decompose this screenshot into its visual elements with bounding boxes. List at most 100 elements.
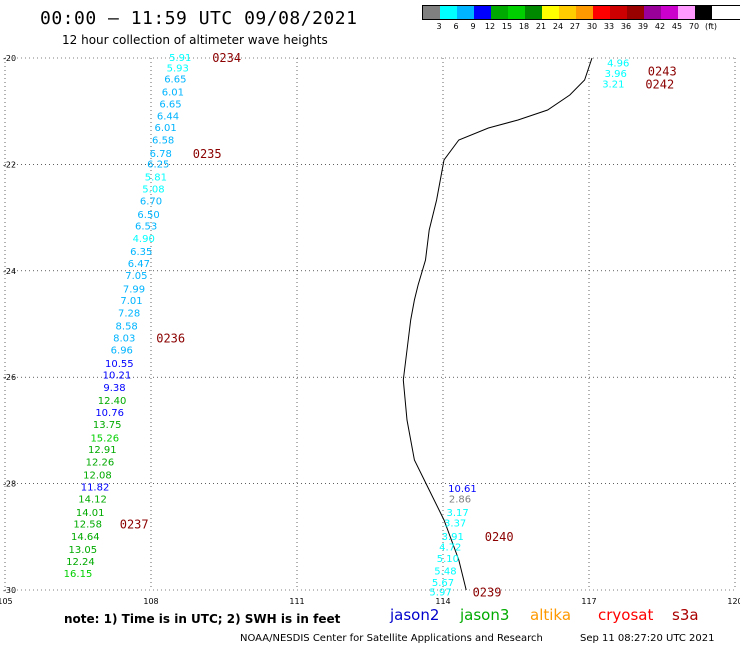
wave-height-label: 13.05 <box>69 545 98 556</box>
pass-time-label: 0235 <box>193 147 222 161</box>
credit-time: Sep 11 08:27:20 UTC 2021 <box>580 633 715 644</box>
legend-label: 42 <box>654 22 666 31</box>
wave-height-label: 10.61 <box>448 484 477 495</box>
wave-height-label: 6.50 <box>137 210 159 221</box>
chart-title: 00:00 – 11:59 UTC 09/08/2021 <box>40 8 358 29</box>
wave-height-label: 12.91 <box>88 445 117 456</box>
x-tick-label: 105 <box>0 597 13 606</box>
legend-swatch <box>525 6 542 19</box>
y-tick-label: -22 <box>3 160 16 169</box>
y-tick-label: -28 <box>3 480 16 489</box>
grid <box>4 57 736 591</box>
satellite-jason3: jason3 <box>460 606 510 624</box>
legend-swatch <box>440 6 457 19</box>
x-tick-label: 108 <box>143 597 158 606</box>
wave-height-label: 4.96 <box>607 58 629 69</box>
wave-height-label: 14.01 <box>76 508 105 519</box>
wave-height-label: 7.99 <box>123 284 145 295</box>
wave-height-label: 6.58 <box>152 135 174 146</box>
wave-height-label: 12.58 <box>73 520 102 531</box>
y-tick-label: -24 <box>3 267 16 276</box>
legend-swatch <box>661 6 678 19</box>
legend-swatch <box>423 6 440 19</box>
wave-height-label: 5.08 <box>142 184 164 195</box>
wave-height-label: 5.97 <box>429 588 451 599</box>
wave-height-label: 6.70 <box>140 197 162 208</box>
wave-height-label: 6.01 <box>154 123 176 134</box>
wave-height-label: 6.78 <box>150 149 172 160</box>
pass-time-label: 0237 <box>120 518 149 532</box>
legend-label: 18 <box>518 22 530 31</box>
legend-swatch <box>542 6 559 19</box>
satellite-jason2: jason2 <box>390 606 440 624</box>
wave-height-label: 15.26 <box>90 433 119 444</box>
wave-height-label: 3.17 <box>446 508 468 519</box>
wave-height-label: 16.15 <box>64 569 93 580</box>
legend-swatch <box>491 6 508 19</box>
wave-height-label: 5.91 <box>169 53 191 64</box>
legend-label: 6 <box>453 22 459 31</box>
x-tick-label: 111 <box>289 597 304 606</box>
wave-height-label: 10.21 <box>103 371 132 382</box>
wave-height-label: 5.10 <box>437 554 459 565</box>
wave-height-label: 14.12 <box>78 495 107 506</box>
wave-height-label: 7.28 <box>118 308 140 319</box>
y-tick-label: -30 <box>3 586 16 595</box>
legend-label: 24 <box>552 22 564 31</box>
satellite-s3a: s3a <box>672 606 699 624</box>
legend-swatch <box>627 6 644 19</box>
wave-height-label: 6.65 <box>159 99 181 110</box>
legend-label: 3 <box>436 22 442 31</box>
pass-time-label: 0236 <box>156 331 185 345</box>
legend-swatch <box>559 6 576 19</box>
pass-time-label: 0234 <box>212 51 241 65</box>
credit: NOAA/NESDIS Center for Satellite Applica… <box>240 633 543 644</box>
wave-height-label: 14.64 <box>71 532 100 543</box>
wave-height-label: 10.76 <box>95 408 124 419</box>
wave-height-label: 6.96 <box>111 346 133 357</box>
y-tick-label: -20 <box>3 54 16 63</box>
legend-swatch <box>695 6 712 19</box>
wave-height-label: 6.53 <box>135 222 157 233</box>
legend-label: 15 <box>501 22 513 31</box>
wave-height-label: 5.48 <box>434 566 456 577</box>
x-tick-label: 114 <box>435 597 450 606</box>
wave-height-label: 5.93 <box>167 64 189 75</box>
wave-height-label: 6.44 <box>157 112 179 123</box>
x-tick-label: 117 <box>581 597 596 606</box>
wave-height-label: 7.05 <box>125 271 147 282</box>
pass-time-label: 0240 <box>485 530 514 544</box>
wave-height-label: 5.81 <box>145 173 167 184</box>
note: note: 1) Time is in UTC; 2) SWH is in fe… <box>64 612 341 626</box>
wave-height-label: 12.40 <box>98 396 127 407</box>
legend-label: 12 <box>484 22 496 31</box>
legend-label: 39 <box>637 22 649 31</box>
wave-height-label: 5.67 <box>432 578 454 589</box>
legend-label: 9 <box>470 22 476 31</box>
coastline <box>402 57 593 591</box>
wave-height-label: 7.01 <box>120 296 142 307</box>
wave-height-label: 12.08 <box>83 471 112 482</box>
wave-height-label: 4.72 <box>439 542 461 553</box>
wave-height-label: 3.21 <box>602 80 624 91</box>
wave-height-label: 6.25 <box>147 159 169 170</box>
wave-height-label: 11.82 <box>81 482 110 493</box>
legend-label: (ft) <box>704 22 718 31</box>
legend-swatch <box>508 6 525 19</box>
wave-height-label: 3.91 <box>442 532 464 543</box>
wave-height-label: 8.03 <box>113 333 135 344</box>
wave-height-label: 6.47 <box>128 259 150 270</box>
legend-swatches <box>422 5 740 20</box>
legend-label: 36 <box>620 22 632 31</box>
legend-label: 27 <box>569 22 581 31</box>
wave-height-label: 3.96 <box>605 69 627 80</box>
legend-label: 45 <box>671 22 683 31</box>
wave-height-label: 4.90 <box>133 234 155 245</box>
legend-label: 30 <box>586 22 598 31</box>
y-tick-label: -26 <box>3 373 16 382</box>
wave-height-label: 13.75 <box>93 420 122 431</box>
legend-swatch <box>457 6 474 19</box>
axis-ticks: 105 108 111 114 117 120 -20 -22 -24 -26 -28 -30 <box>0 54 740 606</box>
wave-height-label: 6.35 <box>130 247 152 258</box>
legend-swatch <box>474 6 491 19</box>
